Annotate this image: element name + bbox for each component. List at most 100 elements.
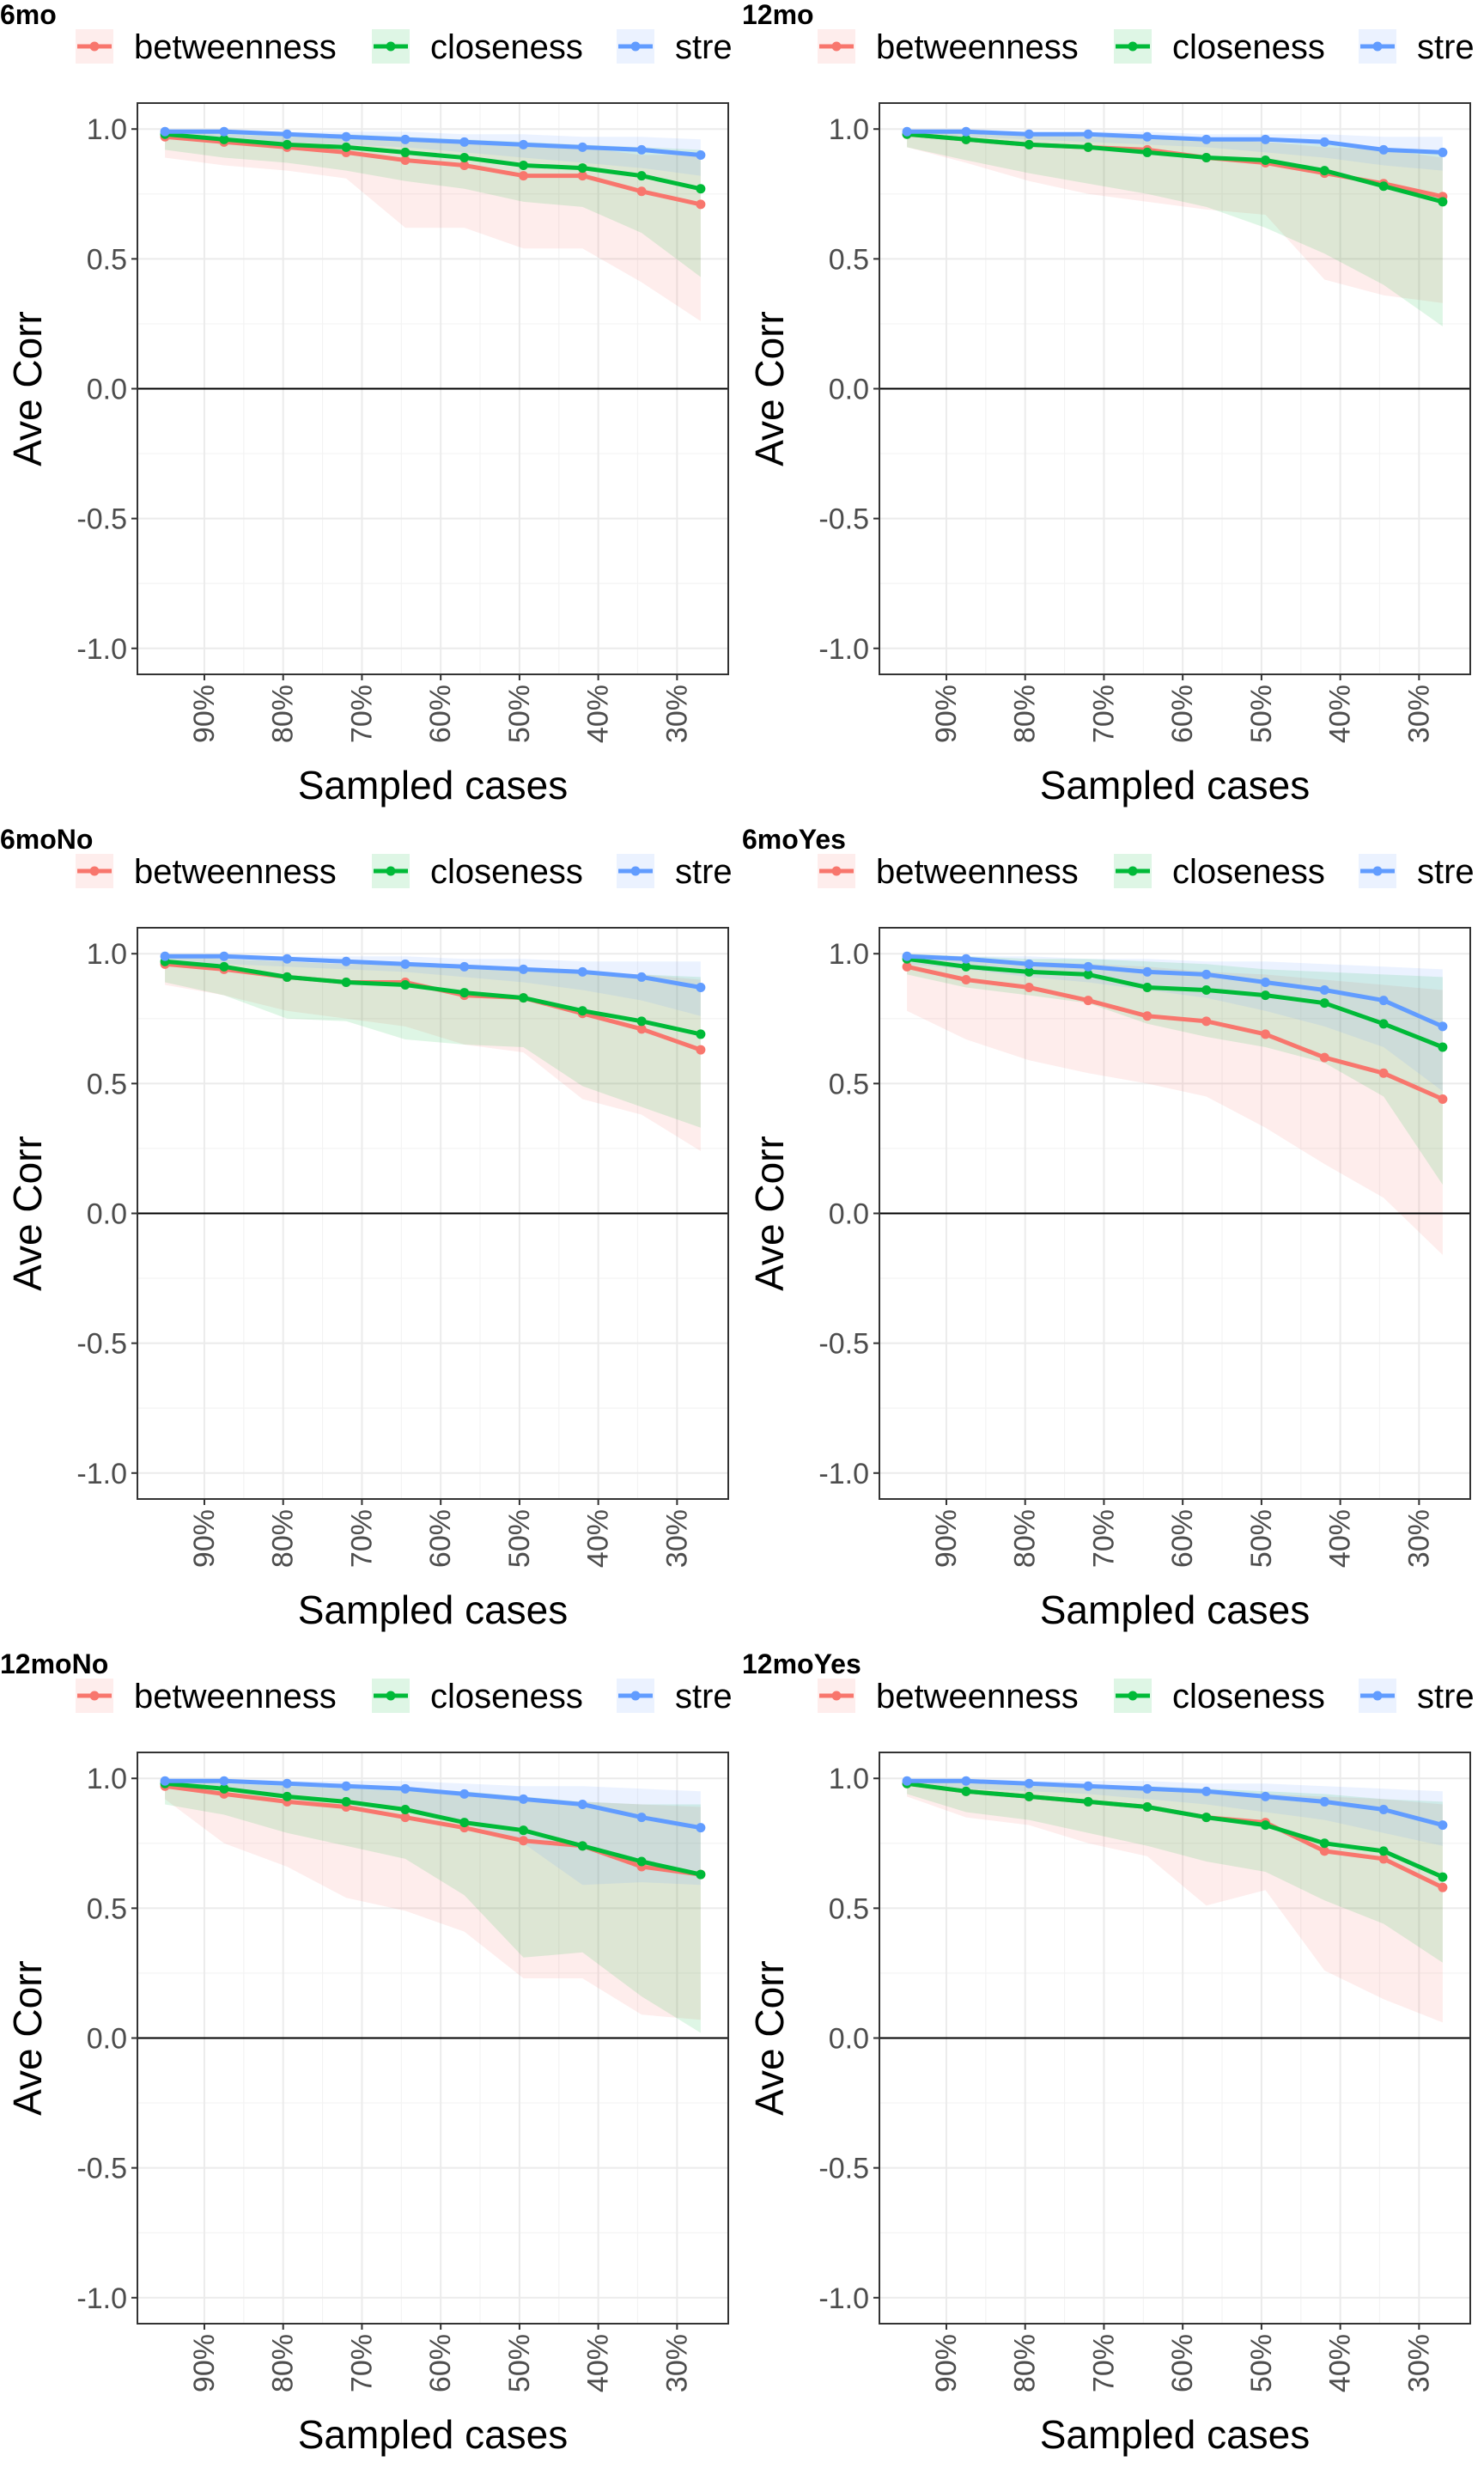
data-point-stre (341, 956, 351, 966)
x-tick-label: 40% (1324, 1509, 1357, 1568)
data-point-closeness (1083, 969, 1093, 979)
data-point-stre (518, 1794, 528, 1804)
y-tick-label: -1.0 (818, 2282, 869, 2315)
panel-6moNo: 1.0 0.5 0.0 -0.5 -1.0 90% 80% 70% 60% 50% 40% 30% Sa… (0, 825, 733, 1632)
data-point-stre (1260, 977, 1270, 987)
data-point-betweenness (636, 186, 647, 197)
x-tick-label: 90% (930, 1509, 963, 1568)
data-point-stre (219, 951, 229, 961)
x-tick-label: 60% (1166, 685, 1199, 743)
data-point-closeness (577, 1841, 587, 1851)
data-point-stre (341, 1781, 351, 1791)
data-point-closeness (696, 1869, 706, 1880)
data-point-closeness (282, 139, 292, 149)
legend-label: closeness (430, 28, 583, 66)
data-point-stre (1201, 134, 1212, 144)
ribbon-betweenness (907, 131, 1443, 303)
x-axis-title: Sampled cases (298, 2412, 569, 2457)
y-tick-label: -0.5 (76, 503, 127, 536)
x-tick-label: 30% (1402, 1509, 1435, 1568)
x-tick-label: 70% (1087, 1509, 1120, 1568)
x-tick-label: 90% (930, 2334, 963, 2392)
panel-6mo: 1.0 0.5 0.0 -0.5 -1.0 90% 80% 70% 60% 50% 40% 30% Sa… (0, 0, 733, 807)
data-point-closeness (1260, 155, 1270, 165)
data-point-betweenness (1260, 1029, 1270, 1039)
data-point-stre (636, 972, 647, 982)
data-point-stre (1142, 131, 1153, 142)
ribbon-betweenness (165, 956, 701, 1151)
x-tick-label: 40% (582, 2334, 615, 2392)
ribbon-betweenness (907, 956, 1443, 1255)
ribbon-closeness (907, 1781, 1443, 1963)
data-point-betweenness (1438, 1094, 1448, 1104)
x-tick-label: 90% (188, 685, 221, 743)
legend-label: betweenness (876, 853, 1079, 891)
x-axis-title: Sampled cases (1040, 1587, 1311, 1632)
data-point-closeness (1438, 197, 1448, 207)
data-point-closeness (400, 1805, 411, 1814)
y-tick-label: 1.0 (829, 113, 869, 146)
data-point-stre (961, 1776, 971, 1786)
data-point-closeness (1201, 1813, 1212, 1823)
legend-item-betweenness: betweenness (76, 28, 337, 66)
data-point-closeness (1260, 990, 1270, 1001)
panel-tag: 12mo (742, 0, 814, 30)
data-point-stre (459, 961, 470, 972)
data-point-stre (696, 149, 706, 160)
x-tick-label: 50% (503, 2334, 536, 2392)
data-point-stre (459, 137, 470, 147)
data-point-closeness (1201, 152, 1212, 162)
legend-item-closeness: closeness (372, 853, 583, 891)
legend-item-betweenness: betweenness (76, 1678, 337, 1715)
data-point-closeness (341, 142, 351, 152)
data-point-closeness (341, 1796, 351, 1807)
data-point-closeness (636, 171, 647, 181)
data-point-betweenness (518, 1836, 528, 1846)
data-point-stre (961, 954, 971, 964)
x-tick-label: 80% (1009, 1509, 1042, 1568)
series-line-closeness (906, 1781, 1444, 1880)
data-point-stre (1142, 1783, 1153, 1794)
data-point-closeness (219, 961, 229, 972)
data-point-betweenness (902, 961, 912, 972)
data-point-closeness (518, 993, 528, 1003)
data-point-stre (282, 129, 292, 139)
legend-label: closeness (430, 853, 583, 891)
data-point-closeness (1142, 983, 1153, 993)
legend-item-closeness: closeness (372, 1678, 583, 1715)
data-point-stre (902, 126, 912, 137)
data-point-closeness (219, 134, 229, 144)
data-point-stre (696, 1823, 706, 1833)
data-point-closeness (1378, 181, 1389, 192)
legend-label: stre (1417, 28, 1475, 66)
data-point-betweenness (400, 155, 411, 165)
legend-item-betweenness: betweenness (818, 853, 1079, 891)
data-point-betweenness (1378, 1068, 1389, 1078)
y-axis-title: Ave Corr (747, 1960, 792, 2116)
y-tick-label: 0.5 (829, 1068, 869, 1100)
y-axis-title: Ave Corr (5, 311, 50, 466)
x-tick-label: 50% (503, 1509, 536, 1568)
legend-label: betweenness (134, 1678, 337, 1715)
data-point-closeness (696, 184, 706, 194)
series-line-betweenness (164, 134, 702, 207)
data-point-stre (1319, 1796, 1329, 1807)
data-point-closeness (282, 972, 292, 982)
y-axis-title: Ave Corr (5, 1136, 50, 1291)
x-tick-label: 30% (1402, 685, 1435, 743)
series-line-closeness (164, 131, 702, 192)
data-point-closeness (219, 1783, 229, 1794)
data-point-closeness (1319, 998, 1329, 1008)
data-point-closeness (341, 977, 351, 987)
data-point-closeness (400, 980, 411, 990)
data-point-closeness (961, 134, 971, 144)
legend-item-stre: stre (617, 853, 733, 891)
y-tick-label: 1.0 (829, 938, 869, 971)
legend-item-stre: stre (1359, 28, 1475, 66)
data-point-closeness (1024, 1791, 1034, 1801)
data-point-stre (518, 964, 528, 974)
panel-12mo: 1.0 0.5 0.0 -0.5 -1.0 90% 80% 70% 60% 50% 40% 30% Sa… (742, 0, 1475, 807)
legend-item-betweenness: betweenness (818, 28, 1079, 66)
x-tick-label: 70% (345, 685, 378, 743)
x-tick-label: 50% (1245, 1509, 1278, 1568)
